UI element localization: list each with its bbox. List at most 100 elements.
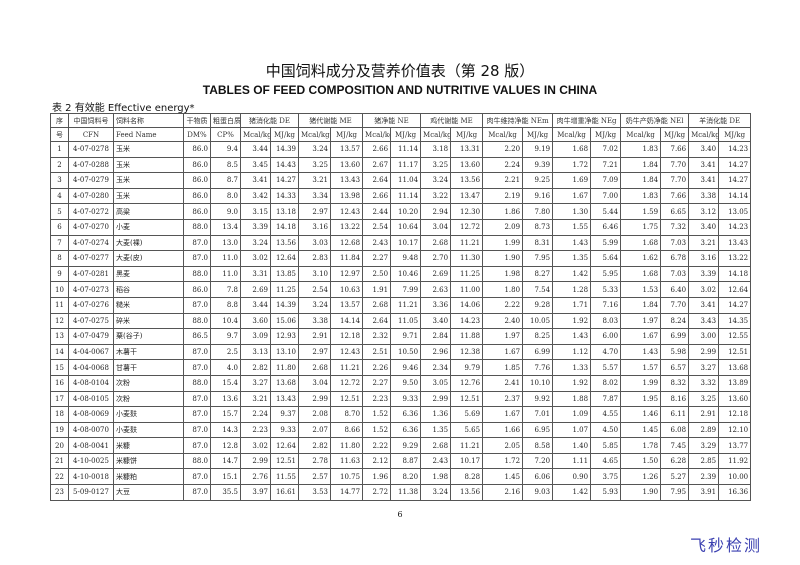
value-cell: 13.68 bbox=[269, 374, 300, 392]
value-cell: 2.97 bbox=[298, 343, 332, 361]
value-cell: 11.14 bbox=[390, 187, 422, 205]
value-cell: 3.16 bbox=[298, 218, 332, 236]
value-cell: 1.45 bbox=[482, 468, 524, 486]
row-number: 20 bbox=[50, 437, 69, 454]
row-number: 10 bbox=[50, 281, 69, 298]
value-cell: 1.78 bbox=[620, 437, 662, 454]
value-cell: 3.27 bbox=[688, 359, 720, 376]
value-cell: 11.14 bbox=[390, 141, 422, 158]
value-cell: 9.0 bbox=[210, 203, 241, 220]
value-cell: 13.57 bbox=[330, 296, 364, 314]
value-cell: 3.41 bbox=[688, 172, 720, 189]
value-cell: 12.18 bbox=[330, 328, 364, 345]
table-body: 1 4-07-0278 玉米 86.0 9.4 3.44 14.39 3.24 13.57 2.6… bbox=[50, 141, 752, 501]
value-cell: 2.82 bbox=[298, 437, 332, 454]
feed-name-cell: 糙米 bbox=[113, 296, 184, 314]
value-cell: 8.70 bbox=[330, 406, 364, 423]
value-cell: 15.06 bbox=[269, 312, 300, 330]
value-cell: 1.12 bbox=[552, 343, 592, 361]
value-cell: 9.71 bbox=[390, 328, 422, 345]
value-cell: 4.70 bbox=[590, 343, 622, 361]
header-unit-cell: Feed Name bbox=[113, 127, 184, 142]
value-cell: 13.57 bbox=[330, 141, 364, 158]
table-row: 9 4-07-0281 黑麦 88.0 11.0 3.31 13.85 3.10 12.97 2.… bbox=[50, 265, 752, 283]
value-cell: 3.27 bbox=[240, 374, 271, 392]
header-unit-cell: MJ/kg bbox=[718, 127, 752, 142]
value-cell: 1.84 bbox=[620, 296, 662, 314]
value-cell: 7.03 bbox=[660, 234, 690, 252]
value-cell: 2.23 bbox=[240, 421, 271, 439]
value-cell: 8.0 bbox=[210, 187, 241, 205]
cfn-cell: 4-07-0270 bbox=[68, 218, 114, 236]
value-cell: 3.41 bbox=[688, 296, 720, 314]
value-cell: 7.70 bbox=[660, 156, 690, 174]
value-cell: 12.51 bbox=[330, 390, 364, 408]
value-cell: 14.39 bbox=[269, 141, 300, 158]
row-number: 13 bbox=[50, 328, 69, 345]
value-cell: 3.02 bbox=[240, 437, 271, 454]
value-cell: 2.41 bbox=[482, 374, 524, 392]
value-cell: 3.32 bbox=[688, 374, 720, 392]
value-cell: 15.4 bbox=[210, 374, 241, 392]
value-cell: 1.67 bbox=[482, 343, 524, 361]
value-cell: 1.97 bbox=[620, 312, 662, 330]
value-cell: 7.99 bbox=[390, 281, 422, 298]
value-cell: 88.0 bbox=[183, 374, 211, 392]
value-cell: 2.63 bbox=[420, 281, 452, 298]
value-cell: 7.95 bbox=[522, 250, 554, 267]
value-cell: 3.21 bbox=[298, 172, 332, 189]
value-cell: 2.12 bbox=[362, 452, 392, 470]
cfn-cell: 4-07-0280 bbox=[68, 187, 114, 205]
value-cell: 13.56 bbox=[450, 484, 484, 501]
table-row: 14 4-04-0067 木薯干 87.0 2.5 3.13 13.10 2.97 12.43 2… bbox=[50, 343, 752, 361]
table-row: 19 4-08-0070 小麦麸 87.0 14.3 2.23 9.33 2.07 8.66 1.… bbox=[50, 421, 752, 439]
value-cell: 14.27 bbox=[718, 296, 752, 314]
cfn-cell: 4-04-0067 bbox=[68, 343, 114, 361]
row-number: 17 bbox=[50, 390, 69, 408]
value-cell: 9.03 bbox=[522, 484, 554, 501]
value-cell: 13.0 bbox=[210, 234, 241, 252]
feed-name-cell: 次粉 bbox=[113, 390, 184, 408]
value-cell: 1.40 bbox=[552, 437, 592, 454]
header-dairy-nel: 奶牛产奶净能 NEl bbox=[620, 113, 690, 128]
table-row: 2 4-07-0288 玉米 86.0 8.5 3.45 14.43 3.25 13.60 2.6… bbox=[50, 156, 752, 174]
value-cell: 13.43 bbox=[269, 390, 300, 408]
value-cell: 6.06 bbox=[522, 468, 554, 486]
value-cell: 3.29 bbox=[688, 437, 720, 454]
header-cp: 粗蛋白质 bbox=[210, 113, 241, 128]
feed-name-cell: 粟(谷子) bbox=[113, 328, 184, 345]
value-cell: 1.99 bbox=[620, 374, 662, 392]
value-cell: 3.02 bbox=[688, 281, 720, 298]
value-cell: 1.26 bbox=[620, 468, 662, 486]
value-cell: 2.34 bbox=[420, 359, 452, 376]
value-cell: 1.36 bbox=[420, 406, 452, 423]
value-cell: 8.32 bbox=[660, 374, 690, 392]
value-cell: 2.54 bbox=[298, 281, 332, 298]
value-cell: 11.0 bbox=[210, 250, 241, 267]
feed-name-cell: 木薯干 bbox=[113, 343, 184, 361]
value-cell: 1.53 bbox=[620, 281, 662, 298]
value-cell: 1.95 bbox=[620, 390, 662, 408]
value-cell: 3.42 bbox=[240, 187, 271, 205]
table-row: 6 4-07-0270 小麦 88.0 13.4 3.39 14.18 3.16 13.22 2.… bbox=[50, 218, 752, 236]
value-cell: 6.11 bbox=[660, 406, 690, 423]
value-cell: 1.84 bbox=[620, 156, 662, 174]
value-cell: 1.90 bbox=[620, 484, 662, 501]
value-cell: 9.79 bbox=[450, 359, 484, 376]
value-cell: 13.60 bbox=[718, 390, 752, 408]
value-cell: 13.60 bbox=[450, 156, 484, 174]
table-row: 20 4-08-0041 米糠 87.0 12.8 3.02 12.64 2.82 11.80 2… bbox=[50, 437, 752, 454]
value-cell: 3.45 bbox=[240, 156, 271, 174]
value-cell: 2.99 bbox=[688, 343, 720, 361]
cfn-cell: 4-08-0069 bbox=[68, 406, 114, 423]
value-cell: 1.72 bbox=[552, 156, 592, 174]
header-cfn: 中国饲料号 bbox=[68, 113, 114, 128]
value-cell: 14.27 bbox=[718, 172, 752, 189]
value-cell: 87.0 bbox=[183, 359, 211, 376]
value-cell: 3.03 bbox=[298, 234, 332, 252]
value-cell: 3.16 bbox=[688, 250, 720, 267]
value-cell: 1.43 bbox=[552, 234, 592, 252]
value-cell: 14.3 bbox=[210, 421, 241, 439]
value-cell: 7.70 bbox=[660, 296, 690, 314]
value-cell: 1.83 bbox=[620, 187, 662, 205]
